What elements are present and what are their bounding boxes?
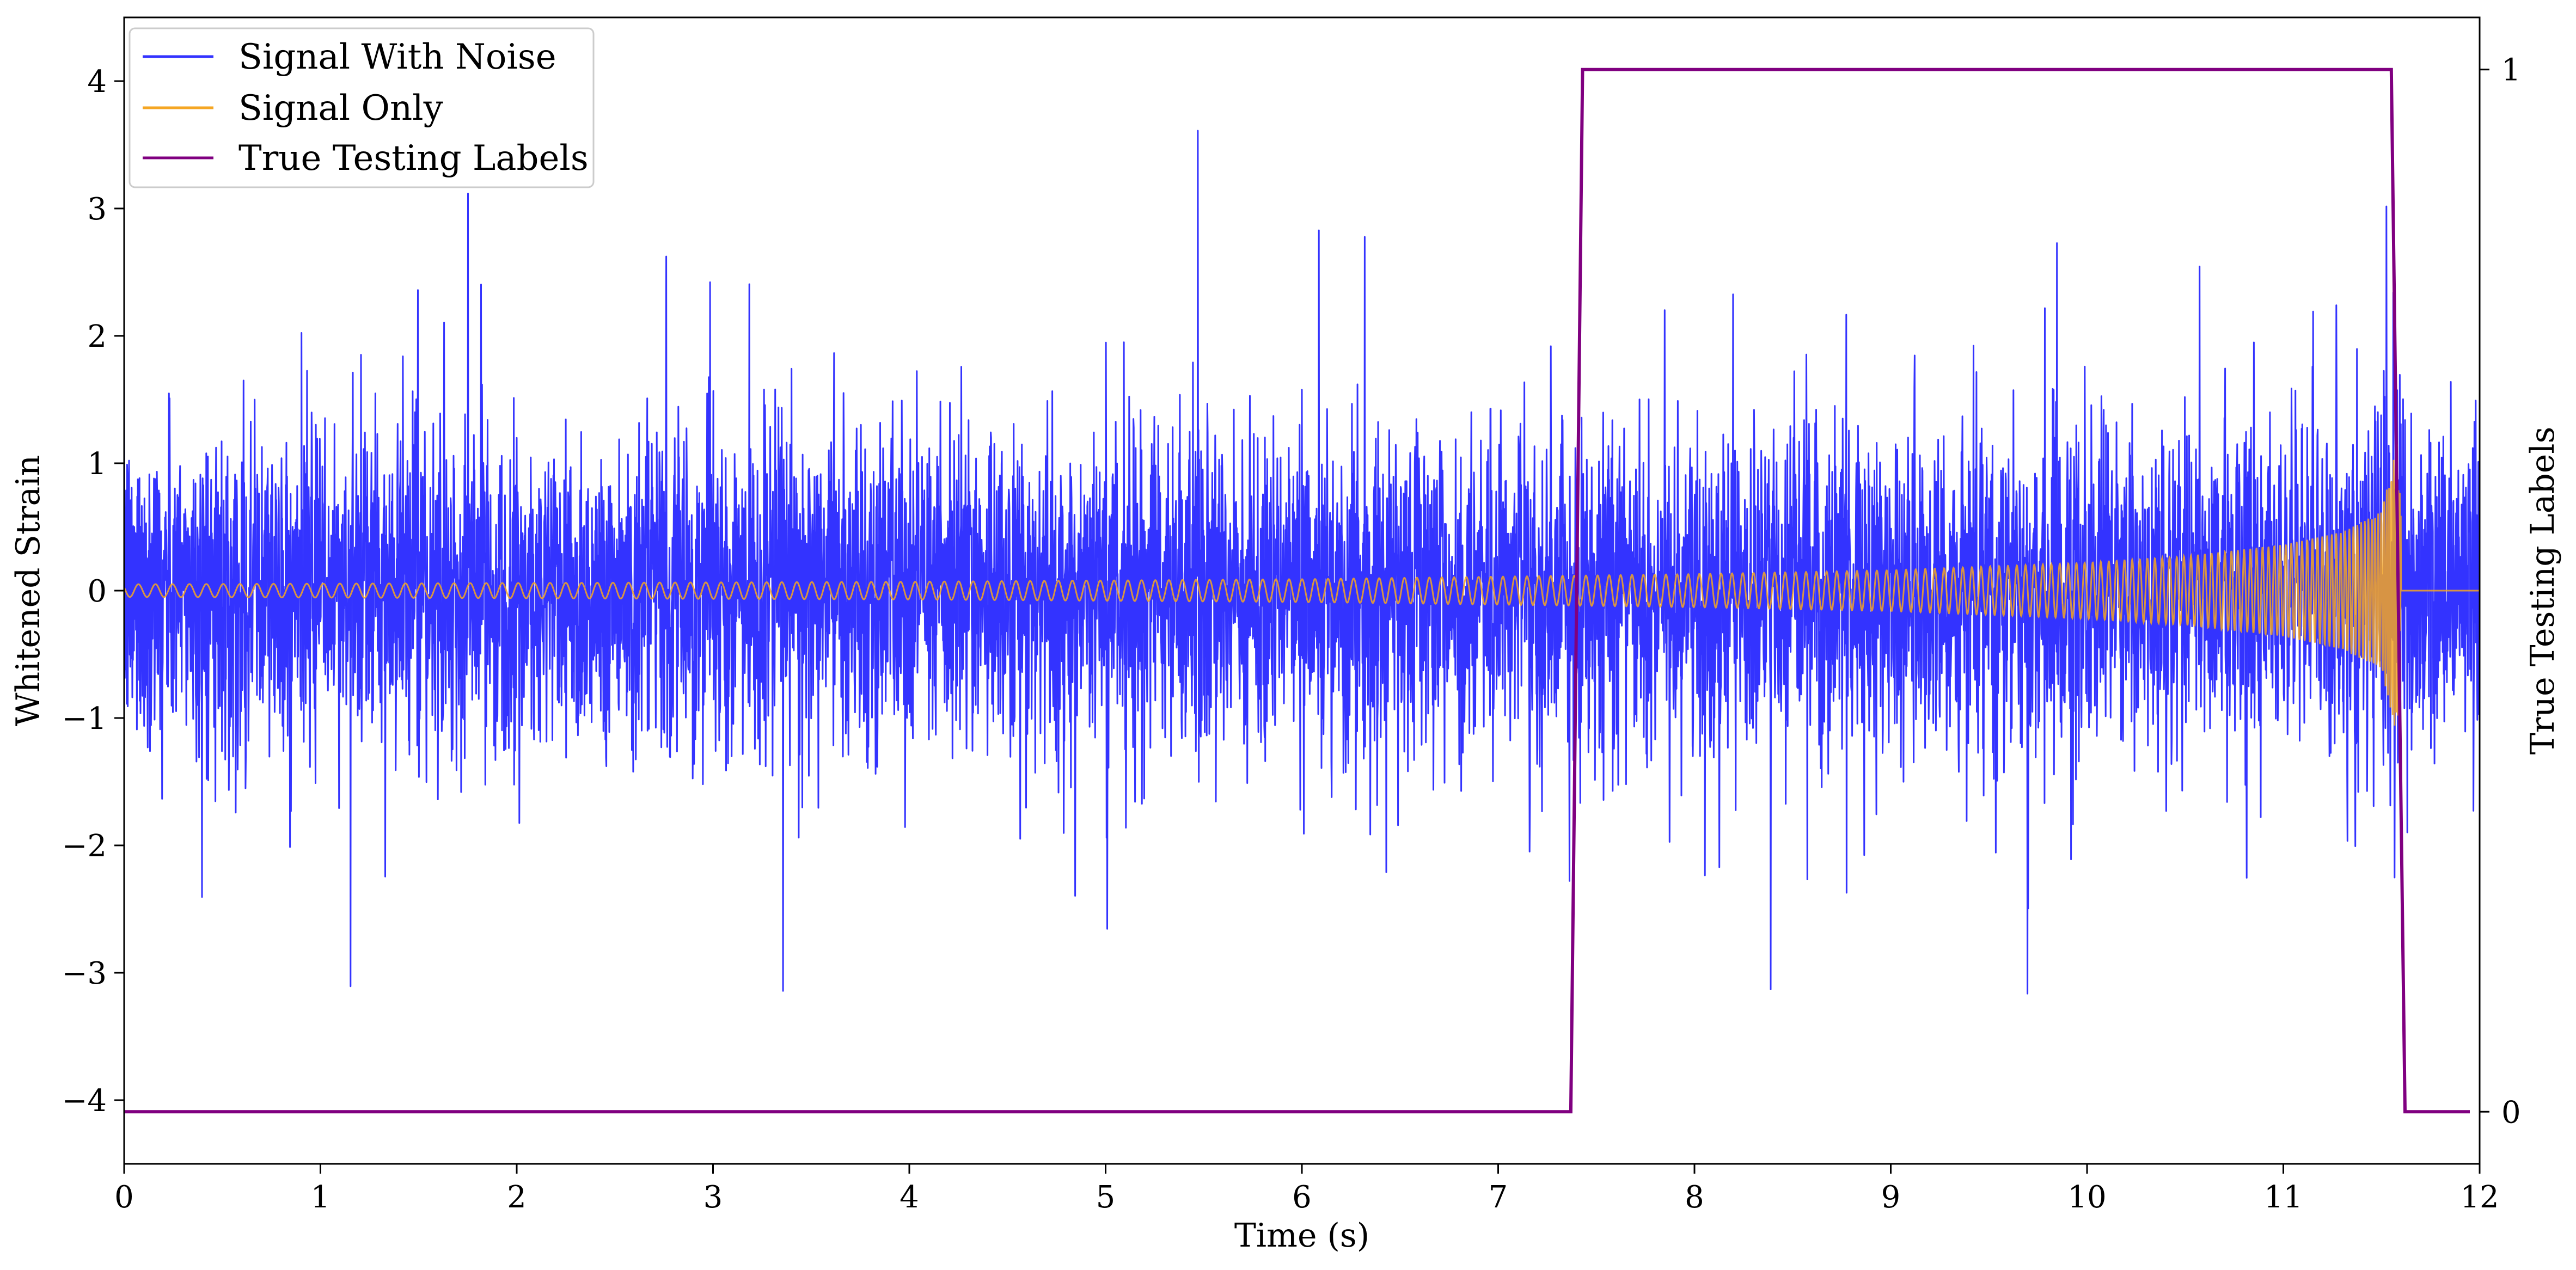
x-axis: 0 1 2 3 4 5 6 7 8 9 10 11 12	[114, 1164, 2499, 1215]
x-tick-label: 8	[1685, 1180, 1704, 1215]
y-tick-label: −4	[62, 1083, 107, 1119]
y-tick-label: 3	[87, 192, 107, 227]
x-axis-label: Time (s)	[1234, 1217, 1369, 1255]
legend-label-signal-with-noise: Signal With Noise	[238, 37, 556, 77]
y-axis-label: Whitened Strain	[9, 455, 47, 726]
legend: Signal With Noise Signal Only True Testi…	[129, 27, 595, 188]
y-tick-label: 0	[87, 574, 107, 609]
series-signal-with-noise-line	[124, 130, 2480, 995]
x-tick-label: 5	[1096, 1180, 1116, 1215]
series-true-testing-labels-line	[124, 68, 2470, 1114]
x-tick-label: 10	[2067, 1180, 2106, 1215]
y-tick-label: −3	[62, 956, 107, 991]
x-tick-label: 3	[703, 1180, 723, 1215]
x-tick-label: 7	[1489, 1180, 1508, 1215]
y-axis-left: −4 −3 −2 −1 0 1 2 3 4	[62, 64, 124, 1119]
x-tick-label: 0	[114, 1180, 134, 1215]
y-tick-label: −2	[62, 829, 107, 864]
y-tick-label: −1	[62, 701, 107, 737]
series-signal-only-line	[124, 444, 2480, 726]
x-tick-label: 12	[2460, 1180, 2499, 1215]
x-tick-label: 1	[311, 1180, 331, 1215]
legend-label-signal-only: Signal Only	[238, 88, 443, 128]
y-tick-label: 2	[87, 319, 107, 354]
y-tick-label: 1	[87, 446, 107, 482]
y2-axis-label: True Testing Labels	[2524, 427, 2562, 755]
x-tick-label: 2	[507, 1180, 527, 1215]
legend-label-true-testing-labels: True Testing Labels	[238, 138, 589, 179]
y2-tick-label: 1	[2501, 53, 2521, 88]
x-tick-label: 9	[1881, 1180, 1901, 1215]
y2-tick-label: 0	[2501, 1095, 2521, 1130]
plot-area	[124, 68, 2480, 1114]
y-tick-label: 4	[87, 64, 107, 100]
x-tick-label: 4	[900, 1180, 919, 1215]
x-tick-label: 6	[1292, 1180, 1312, 1215]
x-tick-label: 11	[2264, 1180, 2303, 1215]
legend-box	[129, 27, 595, 188]
y-axis-right: 01	[2480, 53, 2521, 1130]
